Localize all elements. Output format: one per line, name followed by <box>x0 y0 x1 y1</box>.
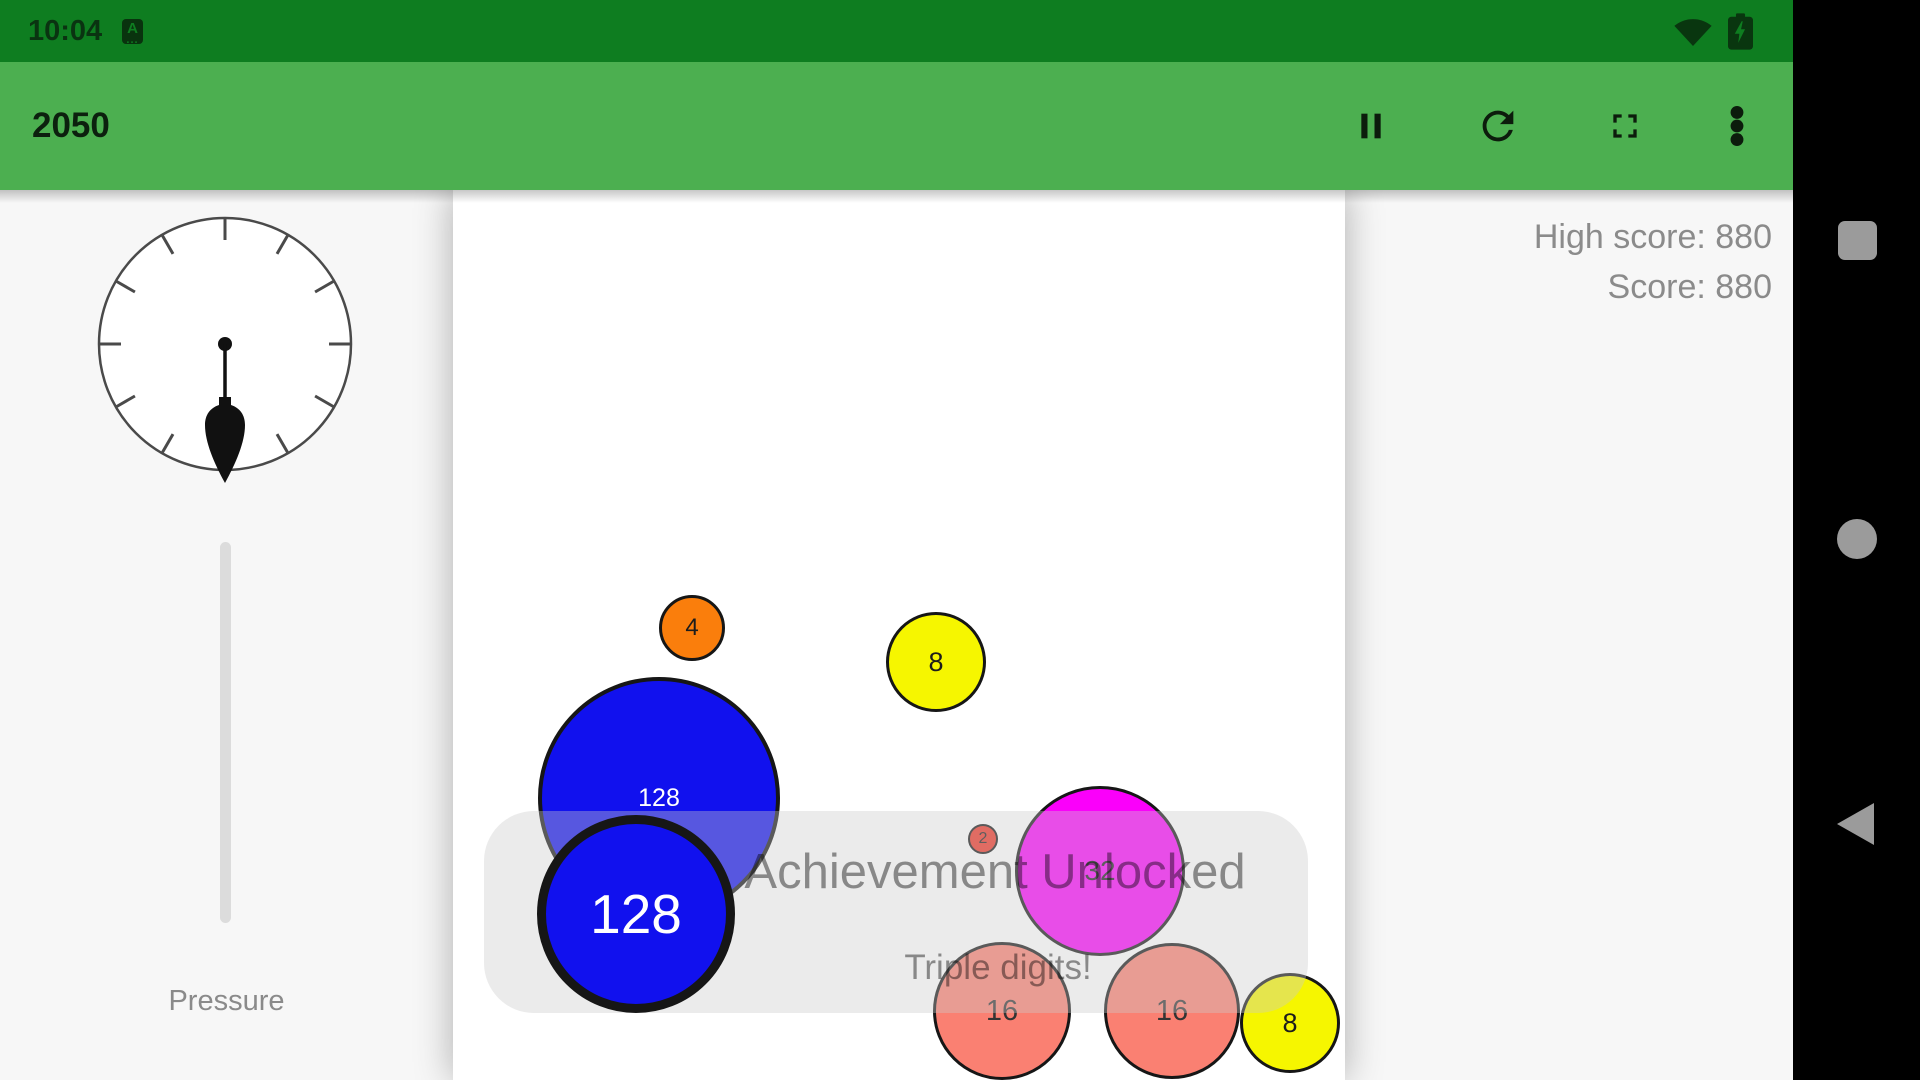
app-title: 2050 <box>32 106 110 145</box>
content: Pressure Achievement Unlocked Triple dig… <box>0 190 1793 1080</box>
achievement-title: Achievement Unlocked <box>744 845 1246 899</box>
overflow-menu-button[interactable] <box>1713 102 1761 150</box>
app-notification-icon: A ... <box>122 19 143 46</box>
android-nav-bar <box>1793 0 1920 1080</box>
ball-128: 128 <box>537 815 735 1013</box>
ball-8: 8 <box>1240 973 1340 1073</box>
more-vert-icon <box>1730 106 1744 146</box>
status-clock: 10:04 <box>28 15 103 47</box>
high-score-text: High score: 880 <box>1533 218 1772 256</box>
ball-label: 8 <box>1282 1007 1298 1038</box>
score-panel: High score: 880 Score: 880 <box>1534 212 1772 312</box>
ball-label: 4 <box>685 614 699 641</box>
app-bar: 2050 <box>0 62 1793 190</box>
ball-label: 16 <box>1155 994 1189 1027</box>
back-button[interactable] <box>1837 803 1874 845</box>
ball-label: 8 <box>928 646 944 677</box>
gauge-needle <box>205 337 245 483</box>
ball-4: 4 <box>659 595 725 661</box>
pause-icon <box>1361 113 1381 139</box>
status-bar: 10:04 A ... <box>0 0 1793 62</box>
ball-2: 2 <box>968 824 998 854</box>
ball-32: 32 <box>1015 786 1185 956</box>
wifi-icon <box>1674 18 1712 46</box>
game-area[interactable]: Achievement Unlocked Triple digits! 128 4… <box>453 190 1345 1080</box>
recents-button[interactable] <box>1838 221 1877 260</box>
ball-8: 8 <box>886 612 986 712</box>
pressure-slider <box>220 542 231 923</box>
achievement-subtitle: Triple digits! <box>904 948 1092 987</box>
score-text: Score: 880 <box>1607 268 1772 306</box>
fullscreen-button[interactable] <box>1601 102 1649 150</box>
ball-label: 32 <box>1084 855 1116 886</box>
ball-16: 16 <box>933 942 1071 1080</box>
fullscreen-icon <box>1613 114 1637 138</box>
pressure-label: Pressure <box>168 985 285 1017</box>
ball-label: 128 <box>638 783 680 812</box>
ball-16: 16 <box>1104 943 1240 1079</box>
restart-button[interactable] <box>1474 102 1522 150</box>
pressure-gauge <box>96 215 354 483</box>
ball-label: 16 <box>985 994 1019 1027</box>
refresh-icon <box>1482 110 1514 142</box>
ball-label: 2 <box>978 830 988 847</box>
home-button[interactable] <box>1837 519 1877 559</box>
battery-charging-icon <box>1728 12 1753 50</box>
status-icons <box>1673 0 1753 62</box>
ball-label: 128 <box>590 882 682 945</box>
pause-button[interactable] <box>1347 102 1395 150</box>
